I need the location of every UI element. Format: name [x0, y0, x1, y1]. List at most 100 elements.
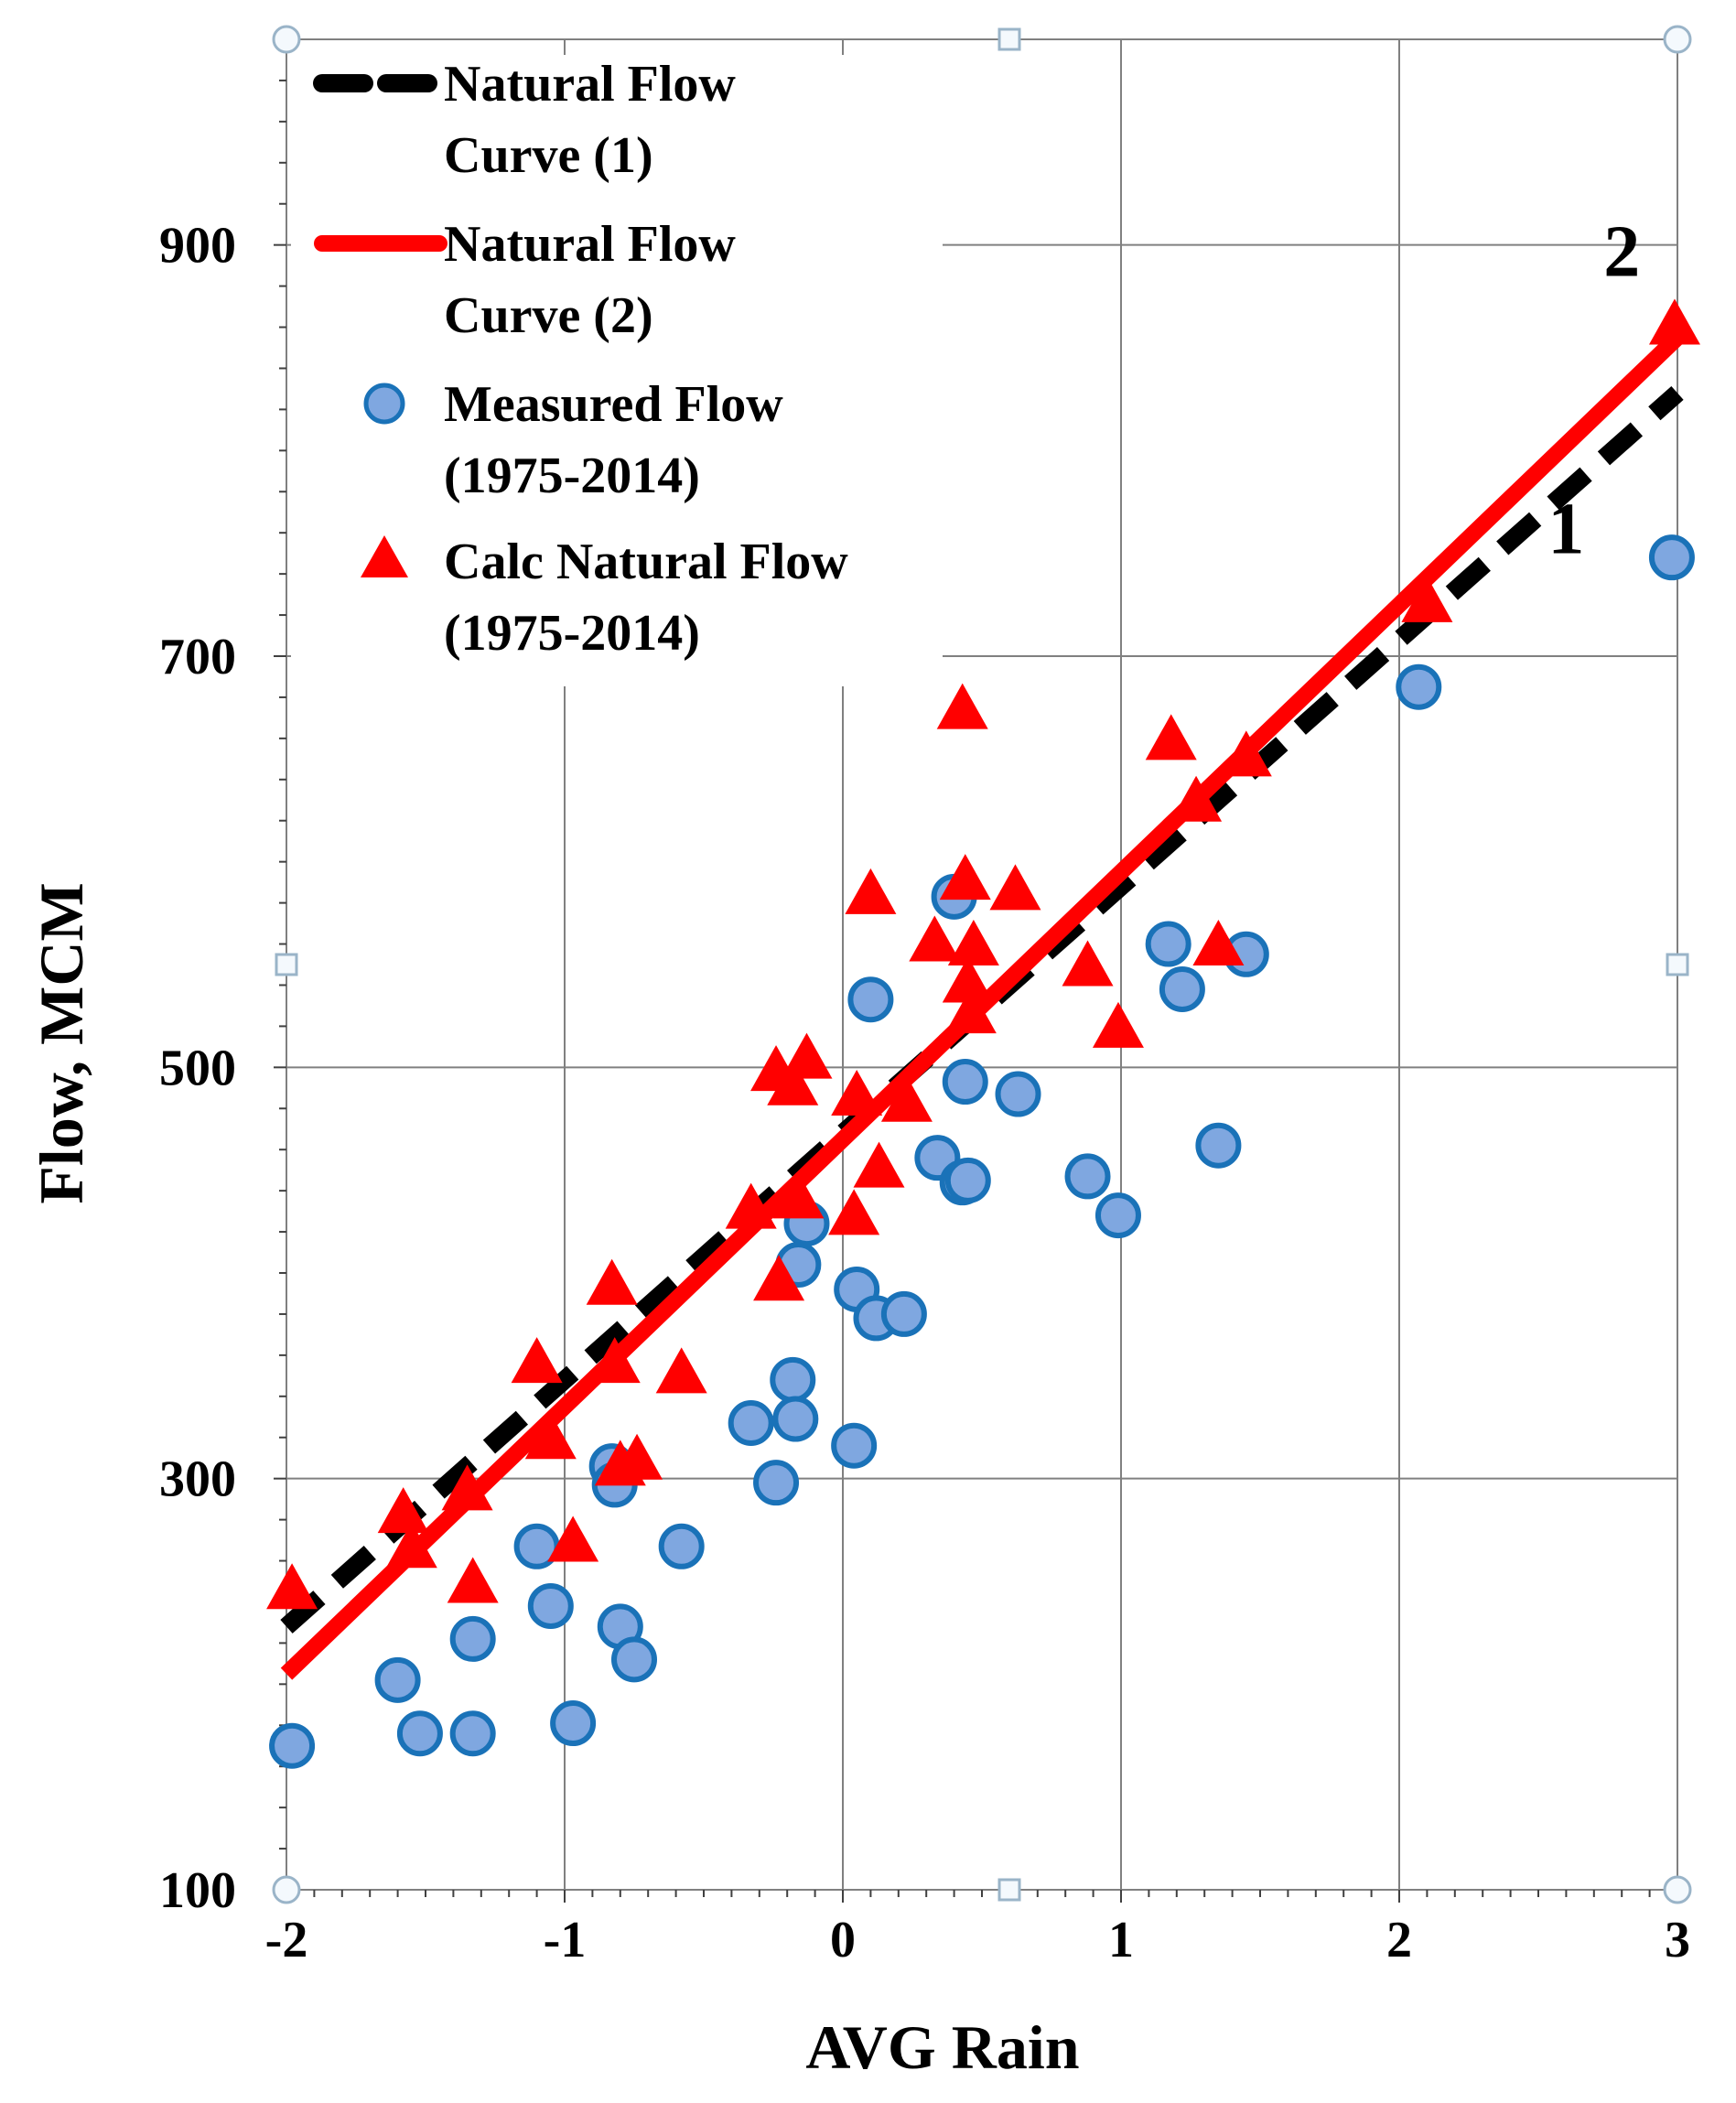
x-tick-label: 1: [1108, 1912, 1134, 1968]
calc-natural-flow-point: [385, 1522, 437, 1569]
fit-lines: [280, 331, 1684, 1680]
measured-flow-point: [772, 1396, 819, 1442]
calc-natural-flow-point: [588, 1337, 641, 1384]
calc-natural-flow-point: [772, 1172, 825, 1219]
measured-flow-point: [847, 976, 894, 1023]
calc-natural-flow-point: [909, 915, 961, 962]
calc-natural-flow-point: [1192, 920, 1245, 966]
measured-flow-point: [374, 1656, 421, 1703]
resize-handle-corner[interactable]: [272, 1875, 301, 1904]
measured-flow-point: [611, 1636, 657, 1683]
calc-natural-flow-point: [880, 1075, 933, 1122]
calc-natural-flow-point: [1145, 714, 1197, 760]
dashed-curve-1-legend-label: Natural Flow: [444, 56, 736, 113]
calc-natural-flow-point: [753, 1255, 805, 1301]
solid-curve-2-legend-label: Curve (2): [444, 287, 653, 344]
calc-natural-flow-point: [767, 1059, 819, 1105]
calc-natural-flow-point: [947, 920, 999, 966]
calc-natural-flow-point: [936, 683, 988, 729]
measured-flow-legend-label: Measured Flow: [444, 376, 783, 433]
calc-natural-flow-point: [586, 1258, 638, 1305]
measured-flow-point: [1396, 663, 1442, 710]
calc-natural-flow-point: [655, 1347, 707, 1394]
calc-natural-flow-point: [845, 868, 897, 914]
calc-natural-flow-point: [1220, 730, 1272, 777]
x-axis-title: AVG Rain: [805, 2012, 1079, 2082]
selection-handles[interactable]: [272, 25, 1692, 1904]
x-tick-label: -2: [265, 1912, 308, 1968]
resize-handle-side[interactable]: [1666, 953, 1689, 976]
calc-natural-flow-point: [944, 987, 997, 1034]
solid-curve-2-legend-label: Natural Flow: [444, 216, 736, 273]
calc-natural-flow-point: [524, 1413, 577, 1460]
y-tick-label: 900: [159, 218, 236, 275]
measured-flow-point: [269, 1722, 316, 1769]
dashed-curve-1-line: [280, 385, 1684, 1634]
axis-labels: 100 300 500 700 900 -2 -1 0 1 2 3: [159, 218, 1690, 1968]
measured-flow-point: [1145, 921, 1191, 967]
measured-flow-point: [658, 1523, 705, 1569]
calc-natural-flow-point: [1092, 1001, 1144, 1048]
measured-flow-point: [995, 1071, 1041, 1117]
measured-flow-point: [1195, 1122, 1242, 1169]
calc-natural-flow-point: [447, 1557, 499, 1603]
measured-flow-legend-label: (1975-2014): [444, 448, 700, 504]
calc-natural-flow-point: [1062, 940, 1114, 987]
y-tick-label: 700: [159, 629, 236, 685]
calc-natural-flow-legend-label: Calc Natural Flow: [444, 534, 848, 590]
measured-flow-point: [753, 1460, 800, 1506]
y-tick-label: 300: [159, 1451, 236, 1508]
x-tick-label: 3: [1665, 1912, 1690, 1968]
resize-handle-side[interactable]: [275, 953, 298, 976]
calc-natural-flow-point: [1648, 298, 1700, 345]
calc-natural-flow-legend-label: (1975-2014): [444, 605, 700, 662]
measured-flow-point: [1064, 1153, 1111, 1200]
measured-flow-point: [770, 1356, 816, 1403]
y-axis-title: Flow, MCM: [27, 882, 96, 1203]
resize-handle-side[interactable]: [997, 1878, 1021, 1902]
resize-handle-corner[interactable]: [1663, 25, 1692, 54]
measured-flow-point: [942, 1059, 988, 1105]
measured-flow-point: [831, 1422, 878, 1469]
calc-natural-flow-point: [989, 864, 1041, 911]
calc-natural-flow-point: [942, 956, 994, 1003]
measured-flow-point: [396, 1710, 443, 1757]
x-tick-label: 0: [830, 1912, 856, 1968]
calc-natural-flow-point: [377, 1487, 429, 1534]
y-tick-label: 100: [159, 1862, 236, 1919]
calc-natural-flow-point: [781, 1032, 833, 1079]
solid-curve-2-line: [280, 331, 1684, 1680]
calc-natural-flow-point: [828, 1189, 880, 1235]
resize-handle-side[interactable]: [997, 27, 1021, 51]
data-markers: [266, 298, 1700, 1769]
measured-flow-point: [449, 1615, 496, 1662]
curve-labels: 12: [1547, 211, 1640, 569]
calc-natural-flow-legend-swatch: [361, 535, 408, 577]
legend: Natural Flow Curve (1) Natural Flow Curve (…: [313, 56, 848, 662]
x-tick-label: -1: [544, 1912, 587, 1968]
legend-background: [291, 55, 943, 686]
calc-natural-flow-point: [853, 1141, 905, 1188]
calc-natural-flow-point: [441, 1464, 493, 1511]
resize-handle-corner[interactable]: [272, 25, 301, 54]
measured-flow-point: [1648, 534, 1695, 581]
x-tick-label: 2: [1386, 1912, 1412, 1968]
calc-natural-flow-point: [511, 1337, 563, 1384]
measured-flow-point: [1094, 1192, 1141, 1239]
calc-natural-flow-point: [266, 1563, 318, 1610]
curve-label: 1: [1547, 490, 1584, 570]
calc-natural-flow-point: [939, 854, 991, 901]
curve-label: 2: [1603, 211, 1640, 292]
measured-flow-point: [880, 1290, 927, 1337]
dashed-curve-1-legend-label: Curve (1): [444, 127, 653, 184]
legend-box: [291, 55, 943, 686]
resize-handle-corner[interactable]: [1663, 1875, 1692, 1904]
calc-natural-flow-point: [831, 1070, 883, 1116]
calc-natural-flow-point: [547, 1515, 599, 1562]
calc-natural-flow-point: [1401, 576, 1453, 622]
calc-natural-flow-point: [611, 1433, 663, 1480]
measured-flow-legend-swatch: [363, 383, 405, 425]
measured-flow-point: [944, 1157, 991, 1203]
measured-flow-point: [728, 1400, 774, 1447]
